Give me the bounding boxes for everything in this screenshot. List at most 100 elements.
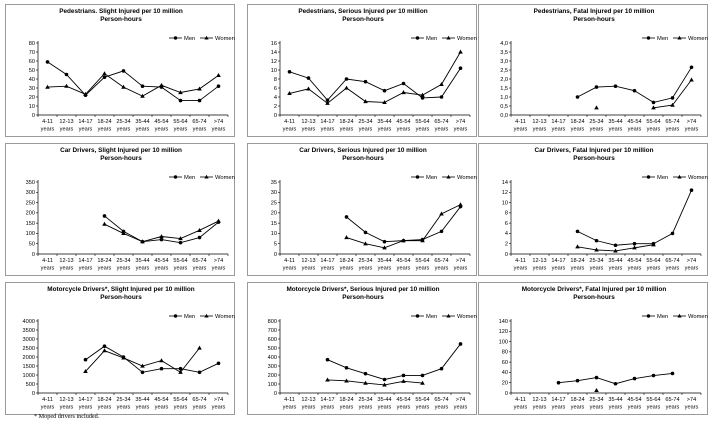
- x-tick-label-line: years: [666, 266, 680, 272]
- data-point-women: [401, 90, 406, 95]
- data-point-men: [401, 81, 406, 86]
- x-tick-label: 12-13 years: [59, 397, 73, 411]
- data-point-men: [64, 72, 69, 77]
- x-tick-label-line: 25-34: [589, 397, 603, 403]
- data-point-men: [287, 70, 292, 74]
- x-tick-label-line: 25-34: [358, 258, 372, 264]
- data-point-men: [575, 229, 580, 234]
- x-tick-label-line: years: [359, 405, 373, 411]
- x-tick-label: 55-64 years: [173, 258, 187, 272]
- x-tick-label-line: 25-34: [589, 119, 603, 125]
- x-tick-label: 55-64 years: [415, 397, 429, 411]
- x-tick-label-line: 65-74: [192, 258, 206, 264]
- x-tick-label-line: years: [60, 127, 74, 133]
- x-tick-label-line: 12-13: [532, 119, 546, 125]
- legend-men-marker: [646, 175, 651, 179]
- y-tick-label: 15: [271, 221, 277, 227]
- data-point-men: [613, 84, 618, 88]
- x-tick-label: >74 years: [454, 258, 468, 272]
- x-tick-label-line: years: [416, 127, 430, 133]
- series-line-men: [577, 67, 692, 103]
- x-tick-label-line: years: [359, 127, 373, 133]
- y-tick-label: 25: [271, 200, 277, 206]
- legend-women-label: Women: [457, 314, 477, 320]
- x-tick-label-line: 18-24: [97, 258, 111, 264]
- y-tick-label: 60: [502, 360, 508, 366]
- x-tick-label-line: >74: [456, 397, 466, 403]
- legend-men-marker: [415, 314, 420, 318]
- x-tick-label: 25-34 years: [358, 258, 372, 272]
- legend-women-marker: [677, 313, 682, 318]
- data-point-women: [575, 244, 580, 249]
- x-tick-label-line: 45-54: [627, 258, 641, 264]
- data-point-men: [420, 373, 425, 378]
- x-tick-label-line: 14-17: [551, 397, 565, 403]
- data-point-men: [197, 98, 202, 103]
- x-tick-label-line: years: [397, 127, 411, 133]
- data-point-women: [178, 236, 183, 241]
- x-tick-label-line: 12-13: [532, 258, 546, 264]
- x-tick-label-line: 25-34: [589, 258, 603, 264]
- y-tick-label: 800: [268, 319, 277, 325]
- x-tick-label-line: years: [552, 405, 566, 411]
- x-tick-label-line: 25-34: [116, 119, 130, 125]
- x-tick-label-line: 18-24: [570, 258, 584, 264]
- legend-men-label: Men: [184, 314, 195, 320]
- x-tick-label: 12-13 years: [532, 397, 546, 411]
- x-tick-label: 65-74 years: [665, 258, 679, 272]
- x-tick-label-line: 18-24: [339, 397, 353, 403]
- y-tick-label: 2,0: [500, 77, 508, 83]
- y-tick-label: 0: [32, 391, 35, 397]
- x-tick-label-line: years: [41, 266, 55, 272]
- x-tick-label-line: 55-64: [415, 119, 429, 125]
- y-tick-label: 12: [271, 59, 277, 65]
- data-point-men: [140, 370, 145, 375]
- legend-men-label: Men: [426, 36, 437, 42]
- x-tick-label-line: 14-17: [320, 258, 334, 264]
- chart-title: Car Drivers, Serious Injured per 10 mill…: [248, 147, 478, 163]
- x-tick-label: 12-13 years: [301, 258, 315, 272]
- x-tick-label-line: years: [533, 405, 547, 411]
- legend-women-marker: [204, 174, 209, 179]
- chart-title-line: Person-hours: [100, 155, 142, 162]
- y-tick-label: 60: [29, 59, 35, 65]
- data-point-women: [344, 85, 349, 90]
- x-tick-label-line: years: [193, 127, 207, 133]
- y-tick-label: 0: [32, 252, 35, 258]
- y-tick-label: 600: [268, 337, 277, 343]
- legend-men-label: Men: [426, 314, 437, 320]
- data-point-men: [121, 69, 126, 73]
- chart-panel: Pedestrians, Serious Injured per 10 mill…: [247, 4, 477, 137]
- chart-title-line: Person-hours: [342, 155, 384, 162]
- chart-title-line: Person-hours: [573, 155, 615, 162]
- data-point-men: [325, 98, 330, 102]
- x-tick-label: 35-44 years: [608, 119, 622, 133]
- x-tick-label-line: years: [533, 127, 547, 133]
- data-point-women: [325, 100, 330, 105]
- x-tick-label: 65-74 years: [192, 397, 206, 411]
- x-tick-label: 18-24 years: [570, 397, 584, 411]
- data-point-men: [363, 230, 368, 235]
- x-tick-label-line: 35-44: [608, 258, 622, 264]
- x-tick-label-line: years: [302, 127, 316, 133]
- x-tick-label-line: 45-54: [396, 119, 410, 125]
- x-tick-label: 4-11 years: [283, 397, 297, 411]
- x-tick-label-line: 55-64: [173, 119, 187, 125]
- data-point-men: [197, 370, 202, 375]
- data-point-men: [594, 85, 599, 89]
- chart-title: Motorcycle Drivers*, Fatal Injured per 1…: [479, 286, 709, 302]
- x-tick-label-line: years: [60, 405, 74, 411]
- y-tick-label: 140: [499, 319, 508, 325]
- legend: Men Women: [411, 174, 477, 181]
- data-point-women: [197, 86, 202, 91]
- x-tick-label: 14-17 years: [320, 258, 334, 272]
- data-point-men: [594, 238, 599, 243]
- x-tick-label-line: years: [174, 405, 188, 411]
- y-tick-label: 1,0: [500, 95, 508, 101]
- x-tick-label: 14-17 years: [551, 397, 565, 411]
- data-point-women: [344, 378, 349, 383]
- legend: Men Women: [169, 174, 235, 181]
- y-tick-label: 16: [271, 41, 277, 47]
- data-point-women: [458, 202, 463, 207]
- x-tick-label: 45-54 years: [396, 397, 410, 411]
